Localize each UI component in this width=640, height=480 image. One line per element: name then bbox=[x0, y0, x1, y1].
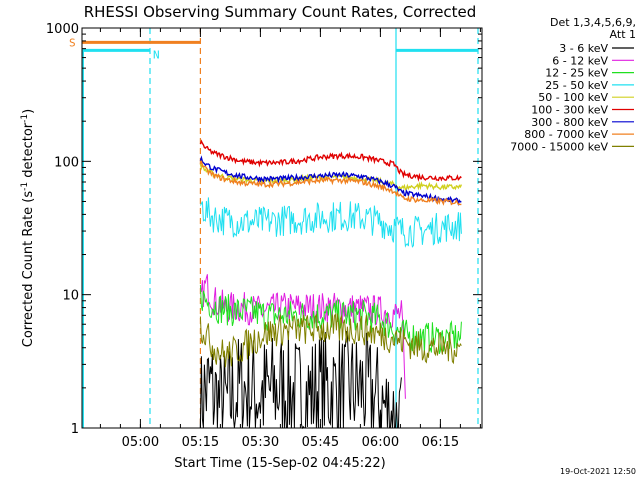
y-tick-label: 1 bbox=[71, 422, 79, 437]
y-axis-label-mid: detector bbox=[21, 122, 36, 182]
x-tick-label: 05:45 bbox=[302, 435, 339, 450]
series-line-3 bbox=[199, 197, 462, 248]
y-tick-label: 100 bbox=[54, 155, 79, 170]
x-tick-label: 05:30 bbox=[242, 435, 279, 450]
plot-frame bbox=[81, 27, 483, 429]
y-axis-label-sup1: -1 bbox=[20, 182, 30, 191]
x-tick-label: 05:00 bbox=[122, 435, 159, 450]
legend-header-detectors: Det 1,3,4,5,6,9, bbox=[550, 16, 636, 29]
series-line-5 bbox=[199, 139, 462, 182]
y-axis-label: Corrected Count Rate (s-1 detector-1) bbox=[20, 109, 36, 347]
series-line-8 bbox=[199, 312, 462, 368]
x-tick-label: 06:15 bbox=[422, 435, 459, 450]
series-group bbox=[199, 139, 463, 430]
legend-entry-label: 800 - 7000 keV bbox=[524, 128, 608, 141]
legend-entry-label: 3 - 6 keV bbox=[559, 42, 608, 55]
series-line-0 bbox=[199, 330, 402, 430]
chart-title: RHESSI Observing Summary Count Rates, Co… bbox=[84, 3, 477, 21]
series-line-7 bbox=[199, 160, 462, 206]
x-tick-label: 05:15 bbox=[182, 435, 219, 450]
x-axis-label: Start Time (15-Sep-02 04:45:22) bbox=[174, 456, 385, 471]
legend-entry-label: 12 - 25 keV bbox=[545, 67, 608, 80]
legend-entry-label: 6 - 12 keV bbox=[552, 54, 608, 67]
legend-entry-label: 300 - 800 keV bbox=[531, 116, 608, 129]
y-tick-label: 1000 bbox=[46, 22, 79, 37]
y-axis-label-end: ) bbox=[21, 109, 36, 114]
render-timestamp: 19-Oct-2021 12:50 bbox=[560, 467, 636, 476]
y-axis-label-main: Corrected Count Rate (s bbox=[21, 191, 36, 348]
y-axis-label-sup2: -1 bbox=[20, 114, 30, 123]
legend-entry-label: 7000 - 15000 keV bbox=[510, 140, 608, 153]
axes-group: 1 10 100 1000 05:00 05:15 05:30 05:45 06:00 06:15 bbox=[46, 22, 483, 450]
flag-label-n: N bbox=[153, 48, 160, 61]
series-line-6 bbox=[199, 155, 462, 207]
y-tick-label: 10 bbox=[62, 289, 79, 304]
legend-header-attenuator: Att 1 bbox=[610, 28, 636, 41]
x-tick-label: 06:00 bbox=[362, 435, 399, 450]
flag-label-s: S bbox=[69, 36, 76, 49]
legend-entry-label: 25 - 50 keV bbox=[545, 79, 608, 92]
legend-entry-label: 100 - 300 keV bbox=[531, 104, 608, 117]
plot-area: SN bbox=[69, 28, 479, 428]
legend-entry-label: 50 - 100 keV bbox=[538, 91, 608, 104]
